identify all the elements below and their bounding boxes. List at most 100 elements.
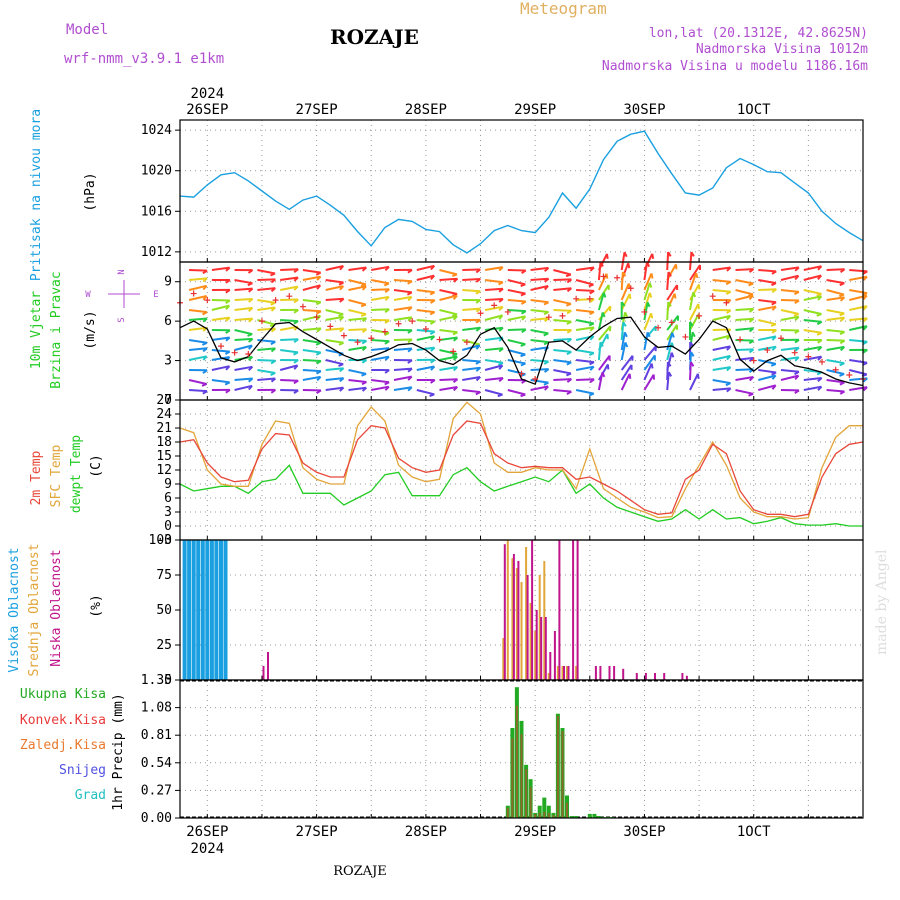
wind-barb-flag <box>452 355 458 361</box>
wind-barb <box>348 266 367 271</box>
wind-barb <box>302 349 321 354</box>
wind-barb <box>189 389 208 393</box>
precip-ytick-label: 0.81 <box>141 728 172 743</box>
wind-barb-flag <box>475 299 481 304</box>
wind-barb-flag <box>361 340 368 345</box>
wind-barb-flag <box>453 366 458 372</box>
wind-barb-flag <box>599 261 604 267</box>
wind-barb <box>849 359 868 364</box>
wind-barb <box>280 325 299 331</box>
wind-barb <box>348 285 367 291</box>
wind-barb-flag <box>543 332 549 337</box>
temp-ytick-label: 3 <box>164 505 172 520</box>
wind-barb-flag <box>589 378 595 384</box>
wind-barb-flag <box>589 298 595 303</box>
wind-barb-flag <box>817 265 823 271</box>
wind-barb-flag <box>695 272 699 279</box>
wind-barb-flag <box>406 291 413 296</box>
wind-barb-flag <box>316 327 322 333</box>
wind-barb <box>484 266 503 271</box>
wind-barb-flag <box>202 355 208 361</box>
wind-barb <box>507 359 526 365</box>
wind-barb-flag <box>225 329 231 334</box>
wind-barb-flag <box>726 345 732 351</box>
cloud-bar <box>191 540 196 680</box>
temp-ytick-label: 12 <box>156 463 172 478</box>
wind-barb <box>439 378 458 381</box>
wind-barb <box>302 339 321 344</box>
precip-frame <box>179 679 864 819</box>
wind-barb <box>735 268 754 271</box>
wind-barb <box>530 385 549 391</box>
wind-barb-flag <box>771 345 777 351</box>
wind-barb <box>462 326 481 331</box>
compass-s-label: S <box>117 317 127 322</box>
wind-barb-flag <box>202 295 208 301</box>
wind-barb-flag <box>498 364 504 370</box>
wind-barb-flag <box>248 366 254 372</box>
wind-gust-marker <box>409 318 416 325</box>
precip-bar <box>537 805 542 818</box>
wind-barb <box>416 274 435 281</box>
wind-barb <box>530 359 549 363</box>
cloud-bar <box>503 544 506 680</box>
wind-barb-flag <box>453 386 458 392</box>
wind-barb <box>439 277 458 281</box>
wind-barb-flag <box>248 317 254 323</box>
wind-barb-flag <box>771 288 777 294</box>
wind-barb-flag <box>202 277 208 283</box>
wind-gust-marker <box>559 312 566 319</box>
wind-gust-marker <box>600 273 607 280</box>
wind-barb-flag <box>589 266 595 272</box>
compass-n-label: N <box>117 269 127 274</box>
wind-barb <box>280 338 299 341</box>
wind-barb-flag <box>475 319 481 324</box>
wind-barb <box>257 269 276 275</box>
wind-barb-flag <box>316 376 322 382</box>
wind-barb-flag <box>225 316 231 322</box>
wind-gust-marker <box>327 323 334 330</box>
wind-barb <box>280 285 298 291</box>
wind-barb <box>735 289 754 296</box>
wind-barb <box>188 339 208 344</box>
wind-barb <box>348 346 367 351</box>
wind-barb-flag <box>840 296 846 302</box>
wind-barb-flag <box>862 305 868 311</box>
precip-ytick-label: 1.35 <box>141 673 172 688</box>
precip-bar <box>561 731 564 818</box>
wind-barb-flag <box>270 287 276 293</box>
cloud-bar <box>663 673 666 680</box>
wind-barb <box>849 317 868 321</box>
precip-bar <box>543 811 546 818</box>
wind-barb <box>348 279 367 286</box>
wind-barb-flag <box>520 310 527 315</box>
wind-barb <box>211 349 230 353</box>
wind-gust-marker <box>846 372 853 379</box>
precip-ytick-label: 0.00 <box>141 811 172 826</box>
wind-barb-flag <box>475 278 481 283</box>
wind-barb-flag <box>748 327 755 333</box>
wind-barb <box>348 328 367 331</box>
precip-bar <box>520 734 523 818</box>
wind-barb <box>393 347 412 351</box>
wind-barb-flag <box>498 326 504 332</box>
wind-barb <box>780 346 800 351</box>
wind-barb-flag <box>794 315 800 321</box>
wind-barb-flag <box>817 339 823 344</box>
wind-gust-marker <box>778 335 785 342</box>
precip-bar <box>596 816 601 818</box>
wind-direction-label: Brzina i Pravac <box>49 271 64 388</box>
wind-barb-flag <box>407 306 413 312</box>
pressure-ytick-label: 1020 <box>141 164 172 179</box>
top-date-label: 27SEP <box>296 102 338 118</box>
wind-barb <box>620 322 625 341</box>
wind-barb-flag <box>361 266 367 272</box>
temp2m-axis-label: 2m Temp <box>29 450 44 505</box>
wind-barb <box>643 363 653 381</box>
pressure-axis-label: Pritisak na nivou mora <box>29 109 44 281</box>
wind-barb-flag <box>543 368 550 373</box>
bottom-date-label: 1OCT <box>737 824 771 840</box>
wind-barb <box>803 319 822 323</box>
cloud-bar <box>200 540 205 680</box>
wind-barb-flag <box>339 265 345 271</box>
